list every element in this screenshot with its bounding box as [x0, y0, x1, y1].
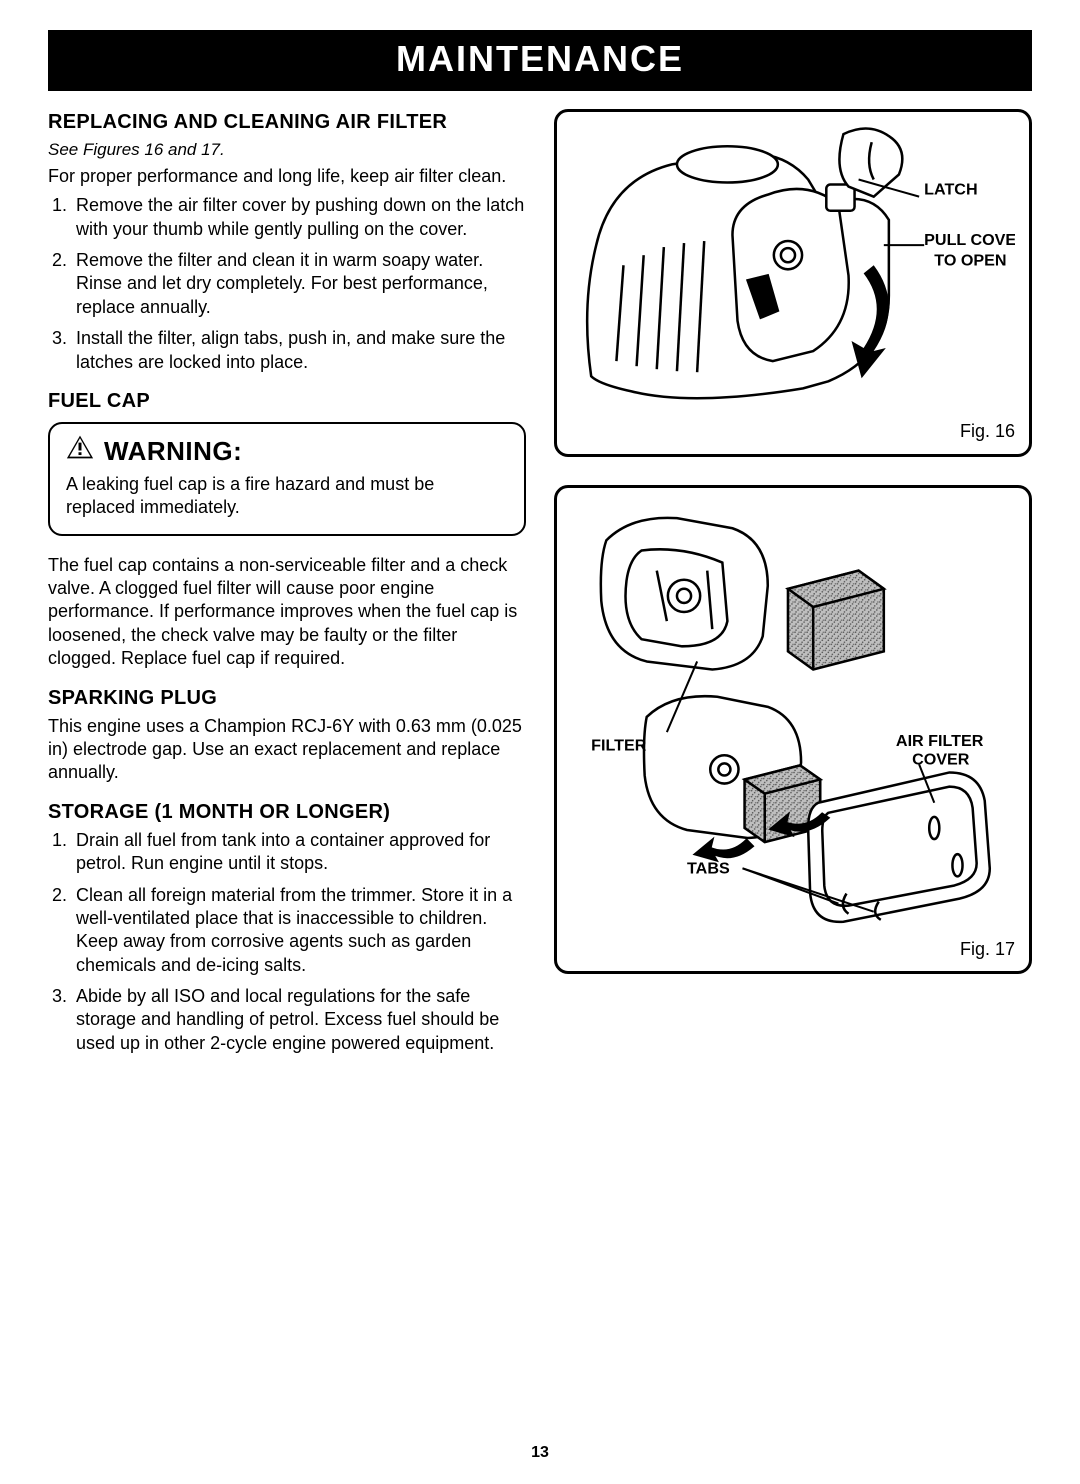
figure-17-box: FILTER AIR FILTER COVER TABS Fig. 17	[554, 485, 1032, 974]
list-item: Drain all fuel from tank into a containe…	[72, 829, 526, 876]
figure-16-box: LATCH PULL COVER TO OPEN Fig. 16	[554, 109, 1032, 457]
figure-16-illustration: LATCH PULL COVER TO OPEN	[571, 124, 1015, 417]
intro-paragraph: For proper performance and long life, ke…	[48, 165, 526, 188]
figure-17-caption: Fig. 17	[571, 938, 1015, 961]
left-column: REPLACING AND CLEANING AIR FILTER See Fi…	[48, 109, 526, 1063]
fuel-cap-paragraph: The fuel cap contains a non-serviceable …	[48, 554, 526, 671]
page-number: 13	[48, 1443, 1032, 1464]
label-pull-cover-1: PULL COVER	[924, 231, 1015, 249]
warning-body-text: A leaking fuel cap is a fire hazard and …	[66, 473, 508, 520]
label-tabs: TABS	[687, 859, 730, 877]
list-item: Remove the filter and clean it in warm s…	[72, 249, 526, 319]
section-heading-spark-plug: SPARKING PLUG	[48, 685, 526, 711]
warning-title-text: WARNING:	[104, 435, 242, 469]
list-item: Remove the air filter cover by pushing d…	[72, 194, 526, 241]
list-item: Abide by all ISO and local regulations f…	[72, 985, 526, 1055]
section-heading-storage: STORAGE (1 MONTH OR LONGER)	[48, 799, 526, 825]
label-cover-2: COVER	[912, 750, 970, 768]
air-filter-steps: Remove the air filter cover by pushing d…	[48, 194, 526, 374]
page-banner: MAINTENANCE	[48, 30, 1032, 91]
label-cover-1: AIR FILTER	[896, 732, 984, 750]
warning-box: WARNING: A leaking fuel cap is a fire ha…	[48, 422, 526, 536]
storage-steps: Drain all fuel from tank into a containe…	[48, 829, 526, 1056]
list-item: Install the filter, align tabs, push in,…	[72, 327, 526, 374]
warning-triangle-icon	[66, 434, 94, 469]
two-column-layout: REPLACING AND CLEANING AIR FILTER See Fi…	[48, 109, 1032, 1063]
section-heading-air-filter: REPLACING AND CLEANING AIR FILTER	[48, 109, 526, 135]
list-item: Clean all foreign material from the trim…	[72, 884, 526, 978]
right-column: LATCH PULL COVER TO OPEN Fig. 16	[554, 109, 1032, 1063]
warning-heading: WARNING:	[66, 434, 508, 469]
figure-17-illustration: FILTER AIR FILTER COVER TABS	[571, 500, 1015, 934]
label-filter: FILTER	[591, 736, 647, 754]
spark-plug-paragraph: This engine uses a Champion RCJ-6Y with …	[48, 715, 526, 785]
figure-16-caption: Fig. 16	[571, 420, 1015, 443]
section-heading-fuel-cap: FUEL CAP	[48, 388, 526, 414]
label-pull-cover-2: TO OPEN	[934, 251, 1006, 269]
label-latch: LATCH	[924, 180, 977, 198]
figure-reference: See Figures 16 and 17.	[48, 139, 526, 161]
